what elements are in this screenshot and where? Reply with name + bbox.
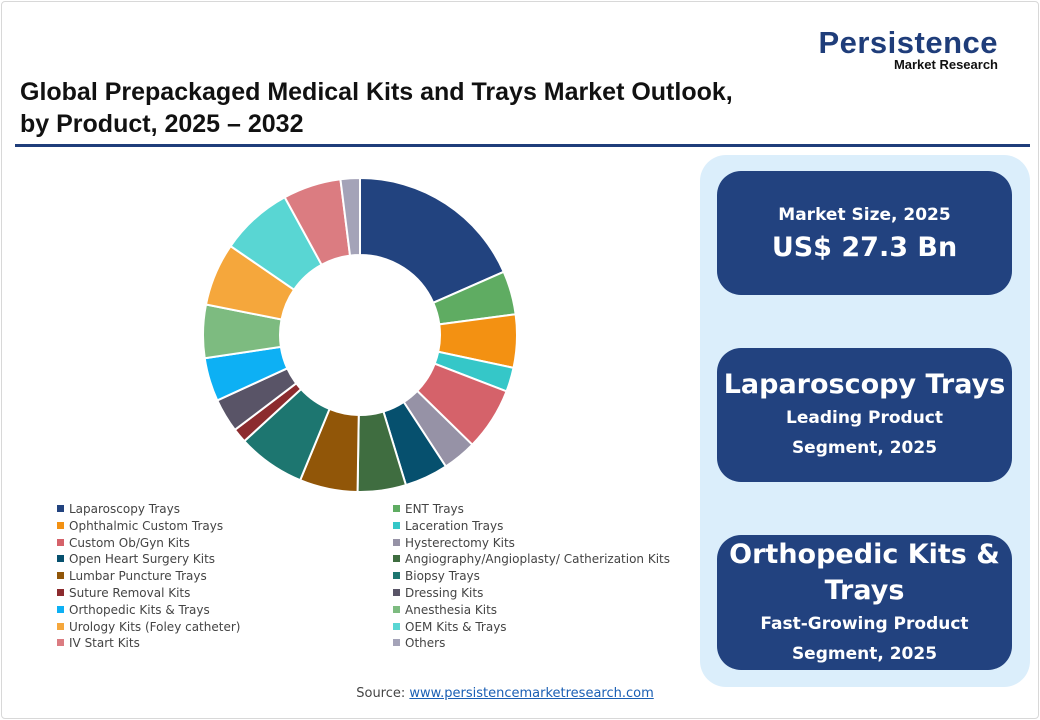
legend-swatch	[393, 505, 400, 512]
legend-item: ENT Trays	[393, 501, 464, 517]
legend-label: Laparoscopy Trays	[69, 502, 180, 516]
legend-swatch	[393, 605, 400, 613]
donut-slice-laparoscopy-trays	[359, 176, 506, 305]
summary-panel: Market Size, 2025 US$ 27.3 Bn Laparoscop…	[700, 155, 1030, 687]
legend-item: Others	[393, 635, 445, 651]
legend-label: Open Heart Surgery Kits	[69, 552, 216, 567]
legend-label: IV Start Kits	[69, 636, 140, 651]
legend-label: Ophthalmic Custom Trays	[69, 518, 224, 533]
legend-swatch	[57, 572, 64, 580]
legend-item: Open Heart Surgery Kits	[57, 551, 215, 567]
legend-swatch	[393, 589, 400, 596]
legend-item: Anesthesia Kits	[393, 602, 497, 618]
legend-swatch	[57, 589, 64, 596]
legend-swatch	[393, 538, 400, 546]
legend-item: Dressing Kits	[393, 585, 483, 601]
legend-item: OEM Kits & Trays	[393, 619, 507, 635]
legend-swatch	[393, 622, 400, 630]
legend-item: Hysterectomy Kits	[393, 535, 515, 551]
title-line-2: by Product, 2025 – 2032	[20, 110, 304, 138]
fast-growing-label-1: Fast-Growing Product	[760, 613, 969, 634]
title-line-1: Global Prepackaged Medical Kits and Tray…	[20, 78, 733, 106]
leading-segment-value: Laparoscopy Trays	[723, 369, 1006, 400]
legend-label: Orthopedic Kits & Trays	[69, 602, 210, 617]
legend-swatch	[393, 555, 400, 563]
market-size-label: Market Size, 2025	[778, 205, 951, 225]
legend-label: Urology Kits (Foley catheter)	[69, 619, 241, 634]
legend-swatch	[57, 538, 64, 546]
legend-item: IV Start Kits	[57, 635, 140, 651]
donut-slice-others	[339, 176, 361, 257]
legend-label: ENT Trays	[405, 502, 464, 516]
donut-chart	[202, 176, 518, 493]
legend-swatch	[393, 639, 400, 647]
leading-segment-card: Laparoscopy Trays Leading Product Segmen…	[717, 348, 1012, 482]
legend-swatch	[57, 639, 64, 647]
legend-label: Lumbar Puncture Trays	[69, 569, 207, 584]
logo: Persistence Market Research	[818, 25, 998, 72]
fast-growing-label-2: Segment, 2025	[791, 643, 938, 664]
legend-item: Orthopedic Kits & Trays	[57, 602, 210, 618]
legend-label: Suture Removal Kits	[69, 586, 191, 600]
legend-label: Laceration Trays	[405, 518, 504, 533]
fast-growing-value-2: Trays	[824, 574, 905, 606]
legend-item: Laceration Trays	[393, 518, 503, 534]
fast-growing-card: Orthopedic Kits & Trays Fast-Growing Pro…	[717, 535, 1012, 670]
source-label: Source:	[356, 686, 406, 701]
legend-item: Custom Ob/Gyn Kits	[57, 535, 190, 551]
logo-main: Persistence	[818, 25, 998, 60]
market-size-card: Market Size, 2025 US$ 27.3 Bn	[717, 171, 1012, 295]
legend-item: Biopsy Trays	[393, 568, 480, 584]
fast-growing-value-1: Orthopedic Kits &	[729, 538, 1000, 570]
legend-swatch	[57, 605, 64, 613]
legend-swatch	[57, 622, 64, 630]
legend-swatch	[57, 555, 64, 563]
legend-label: Biopsy Trays	[405, 569, 480, 584]
legend-item: Lumbar Puncture Trays	[57, 568, 207, 584]
source-link[interactable]: www.persistencemarketresearch.com	[409, 686, 654, 701]
title-divider	[15, 144, 1030, 147]
legend-swatch	[393, 572, 400, 580]
legend-label: Dressing Kits	[405, 586, 484, 600]
leading-segment-label-2: Segment, 2025	[791, 438, 938, 458]
source: Source: www.persistencemarketresearch.co…	[0, 686, 1010, 701]
legend-item: Urology Kits (Foley catheter)	[57, 619, 240, 635]
legend-swatch	[393, 521, 400, 529]
logo-sub: Market Research	[893, 57, 998, 72]
legend-item: Suture Removal Kits	[57, 585, 190, 601]
legend-label: Angiography/Angioplasty/ Catherization K…	[405, 552, 671, 567]
legend-label: OEM Kits & Trays	[405, 619, 507, 634]
market-size-value: US$ 27.3 Bn	[771, 232, 958, 263]
legend-label: Custom Ob/Gyn Kits	[69, 535, 190, 550]
legend-item: Ophthalmic Custom Trays	[57, 518, 223, 534]
legend-swatch	[57, 505, 64, 512]
legend-label: Hysterectomy Kits	[405, 535, 515, 550]
legend-item: Laparoscopy Trays	[57, 501, 180, 517]
chart-title: Global Prepackaged Medical Kits and Tray…	[20, 76, 733, 140]
leading-segment-label-1: Leading Product	[785, 408, 944, 428]
legend-label: Anesthesia Kits	[405, 602, 498, 617]
legend-item: Angiography/Angioplasty/ Catherization K…	[393, 551, 670, 567]
legend-swatch	[57, 521, 64, 529]
legend-label: Others	[405, 636, 446, 651]
